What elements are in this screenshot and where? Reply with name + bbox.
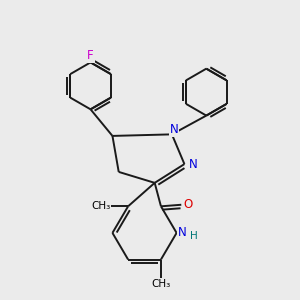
- Text: N: N: [178, 226, 187, 239]
- Text: F: F: [87, 49, 94, 62]
- Text: O: O: [183, 198, 192, 211]
- Text: CH₃: CH₃: [151, 279, 171, 289]
- Text: CH₃: CH₃: [91, 201, 110, 211]
- Text: N: N: [189, 158, 198, 171]
- Text: N: N: [169, 123, 178, 136]
- Text: H: H: [190, 231, 198, 241]
